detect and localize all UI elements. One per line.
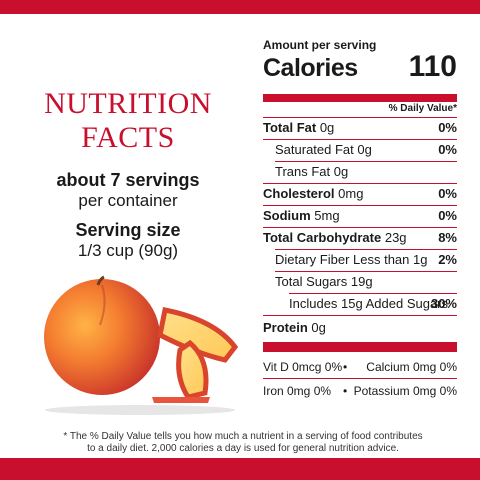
nutrient-label: Cholesterol bbox=[263, 186, 335, 201]
calcium: Calcium 0mg 0% bbox=[366, 360, 457, 374]
nutrient-label: Trans Fat bbox=[275, 164, 331, 179]
nutrient-row: Trans Fat 0g bbox=[263, 162, 457, 183]
nutrient-pct: 2% bbox=[438, 252, 457, 267]
vitamin-d: Vit D 0mcg 0% bbox=[263, 360, 343, 374]
divider bbox=[289, 293, 457, 294]
nutrient-amount: 19g bbox=[350, 274, 373, 289]
calories-label: Calories bbox=[263, 54, 358, 82]
separator-dot: • bbox=[343, 384, 348, 398]
nutrient-row: Dietary Fiber Less than 1g 2% bbox=[263, 250, 457, 271]
title-line-1: NUTRITION bbox=[44, 87, 212, 120]
nutrient-row: Total Carbohydrate 23g 8% bbox=[263, 228, 457, 249]
nutrient-amount: 0mg bbox=[338, 186, 364, 201]
divider-thick bbox=[263, 94, 457, 102]
nutrient-pct: 0% bbox=[438, 142, 457, 157]
nutrient-row: Total Sugars 19g bbox=[263, 272, 457, 293]
nutrient-label: Dietary Fiber Less than bbox=[275, 252, 410, 267]
nutrient-row: Includes 15g Added Sugars 30% bbox=[263, 294, 457, 315]
nutrient-pct: 0% bbox=[438, 120, 457, 135]
nutrient-label: Protein bbox=[263, 320, 308, 335]
nutrient-amount: 0g bbox=[333, 164, 349, 179]
nutrient-amount: 0g bbox=[357, 142, 372, 157]
nutrient-label: Total Carbohydrate bbox=[263, 230, 382, 245]
nutrient-row: Protein 0g bbox=[263, 318, 457, 339]
divider bbox=[263, 183, 457, 184]
nutrient-label: Sodium bbox=[263, 208, 311, 223]
separator-dot: • bbox=[343, 360, 348, 374]
iron: Iron 0mg 0% bbox=[263, 384, 332, 398]
daily-value-header: % Daily Value* bbox=[388, 103, 457, 114]
nutrient-row: Cholesterol 0mg 0% bbox=[263, 184, 457, 205]
title-line-2: FACTS bbox=[81, 121, 175, 154]
nutrient-label: Saturated Fat bbox=[275, 142, 354, 157]
nutrient-amount: 0g bbox=[319, 120, 335, 135]
nutrient-amount: 0g bbox=[311, 320, 326, 335]
bottom-banner bbox=[0, 458, 480, 480]
divider-thick bbox=[263, 342, 457, 352]
potassium: Potassium 0mg 0% bbox=[353, 384, 457, 398]
top-banner bbox=[0, 0, 480, 14]
divider bbox=[275, 271, 457, 272]
nutrient-pct: 0% bbox=[438, 208, 457, 223]
nutrient-amount: 1g bbox=[413, 252, 428, 267]
divider bbox=[263, 117, 457, 118]
divider bbox=[275, 161, 457, 162]
nutrient-pct: 8% bbox=[438, 230, 457, 245]
servings-per-container: per container bbox=[78, 191, 178, 210]
divider bbox=[275, 249, 457, 250]
divider bbox=[263, 139, 457, 140]
divider bbox=[263, 315, 457, 316]
footnote-line-1: * The % Daily Value tells you how much a… bbox=[63, 431, 423, 442]
amount-per-serving: Amount per serving bbox=[263, 38, 377, 52]
nutrient-label: Total Fat bbox=[263, 120, 317, 135]
divider bbox=[263, 378, 457, 379]
nutrient-label: Includes 15g Added Sugars bbox=[289, 296, 449, 311]
peach-icon bbox=[44, 275, 239, 415]
serving-size-label: Serving size bbox=[75, 220, 181, 240]
nutrient-row: Total Fat 0g 0% bbox=[263, 118, 457, 139]
nutrient-pct: 0% bbox=[438, 186, 457, 201]
calories-value: 110 bbox=[408, 50, 457, 83]
divider bbox=[263, 205, 457, 206]
nutrient-amount: 5mg bbox=[314, 208, 340, 223]
nutrient-row: Saturated Fat 0g 0% bbox=[263, 140, 457, 161]
footnote-line-2: to a daily diet. 2,000 calories a day is… bbox=[87, 443, 399, 454]
serving-size-value: 1/3 cup (90g) bbox=[77, 241, 179, 260]
servings-count: about 7 servings bbox=[56, 170, 200, 190]
nutrient-amount: 23g bbox=[384, 230, 407, 245]
nutrient-row: Sodium 5mg 0% bbox=[263, 206, 457, 227]
nutrient-pct: 30% bbox=[430, 296, 457, 311]
nutrient-label: Total Sugars bbox=[275, 274, 348, 289]
divider bbox=[263, 227, 457, 228]
